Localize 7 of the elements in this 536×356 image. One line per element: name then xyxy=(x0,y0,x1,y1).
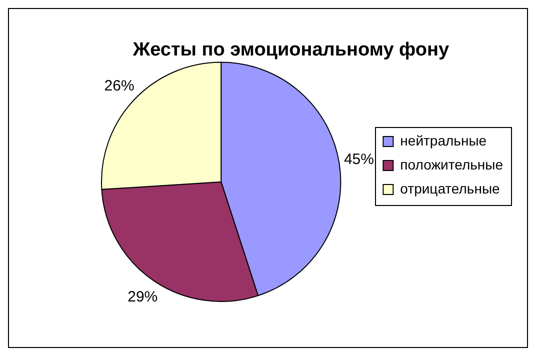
legend-label: нейтральные xyxy=(400,132,487,148)
data-label: 26% xyxy=(104,77,134,94)
legend-label: отрицательные xyxy=(400,180,500,196)
chart-title: Жесты по эмоциональному фону xyxy=(132,40,450,61)
legend-label: положительные xyxy=(400,156,504,172)
data-label: 45% xyxy=(344,151,374,168)
data-label: 29% xyxy=(128,288,158,306)
